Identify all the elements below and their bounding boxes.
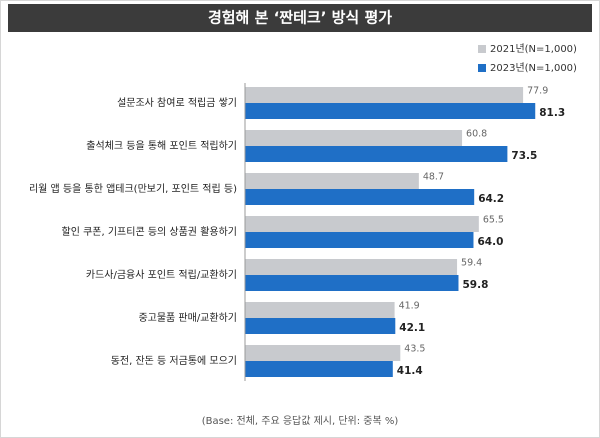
legend-swatch — [478, 45, 486, 53]
bar — [245, 146, 508, 162]
bar — [245, 189, 475, 205]
value-label: 64.2 — [478, 193, 504, 205]
y-tick-label: 카드사/금융사 포인트 적립/교환하기 — [86, 268, 237, 281]
title-bar — [8, 4, 592, 32]
y-tick-label: 출석체크 등을 통해 포인트 적립하기 — [86, 139, 237, 152]
value-label: 43.5 — [404, 344, 425, 355]
value-label: 59.4 — [461, 258, 482, 269]
bar — [245, 361, 393, 377]
bar — [245, 173, 419, 189]
y-tick-label: 설문조사 참여로 적립금 쌓기 — [117, 96, 237, 109]
bar — [245, 275, 459, 291]
value-label: 42.1 — [399, 322, 425, 334]
value-label: 64.0 — [477, 236, 503, 248]
bar — [245, 232, 474, 248]
bar — [245, 216, 479, 232]
bar — [245, 103, 536, 119]
bar — [245, 345, 401, 361]
value-label: 77.9 — [527, 86, 548, 97]
bar — [245, 318, 396, 334]
bar — [245, 302, 395, 318]
legend-label: 2023년(N=1,000) — [490, 62, 577, 74]
y-tick-label: 할인 쿠폰, 기프티콘 등의 상품권 활용하기 — [62, 225, 237, 238]
y-tick-label: 리월 앱 등을 통한 앱테크(만보기, 포인트 적립 등) — [29, 182, 237, 195]
value-label: 73.5 — [511, 150, 537, 162]
bar — [245, 87, 524, 103]
bar — [245, 259, 458, 275]
legend-swatch — [478, 64, 486, 72]
value-label: 81.3 — [539, 107, 565, 119]
legend-label: 2021년(N=1,000) — [490, 43, 577, 55]
y-tick-label: 중고물품 판매/교환하기 — [138, 311, 237, 324]
bar — [245, 130, 463, 146]
value-label: 59.8 — [462, 279, 488, 291]
value-label: 65.5 — [483, 215, 504, 226]
value-label: 48.7 — [423, 172, 444, 183]
value-label: 60.8 — [466, 129, 487, 140]
y-tick-label: 동전, 잔돈 등 저금통에 모으기 — [111, 355, 237, 367]
chart-title: 경험해 본 ‘짠테크’ 방식 평가 — [208, 9, 392, 27]
footnote: (Base: 전체, 주요 응답값 제시, 단위: 중복 %) — [202, 414, 399, 427]
value-label: 41.9 — [399, 301, 420, 312]
value-label: 41.4 — [397, 365, 423, 377]
